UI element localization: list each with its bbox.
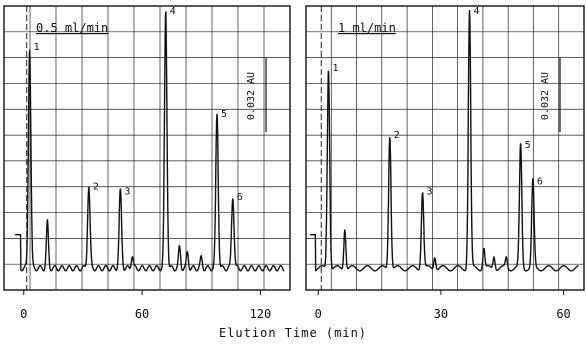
panel-frame-2 <box>305 5 585 291</box>
flow-rate-label: 0.5 ml/min <box>36 21 108 35</box>
peak-label: 6 <box>237 192 243 203</box>
absorbance-scale-label: 0.032 AU <box>246 72 257 120</box>
x-tick-label: 0 <box>315 307 322 321</box>
x-tick-label: 60 <box>135 307 149 321</box>
peak-label: 3 <box>427 187 433 198</box>
peak-label: 2 <box>93 181 99 192</box>
peak-label: 3 <box>124 187 130 198</box>
peak-label: 5 <box>221 109 227 120</box>
peak-label: 4 <box>170 6 176 17</box>
peak-label: 2 <box>394 130 400 141</box>
peak-label: 5 <box>525 140 531 151</box>
peak-label: 1 <box>332 63 338 74</box>
panel-frame-1 <box>3 5 291 291</box>
absorbance-scale-label: 0.032 AU <box>540 72 551 120</box>
x-tick-label: 120 <box>250 307 272 321</box>
x-tick-label: 0 <box>20 307 27 321</box>
x-tick-label: 30 <box>434 307 448 321</box>
x-axis-label: Elution Time (min) <box>218 326 368 340</box>
chromatogram-trace-1 <box>15 11 285 272</box>
peak-label: 1 <box>34 42 40 53</box>
flow-rate-label: 1 ml/min <box>338 21 396 35</box>
x-tick-label: 60 <box>556 307 570 321</box>
peak-label: 6 <box>537 176 543 187</box>
chromatogram-trace-2 <box>309 10 579 272</box>
peak-label: 4 <box>474 6 480 17</box>
